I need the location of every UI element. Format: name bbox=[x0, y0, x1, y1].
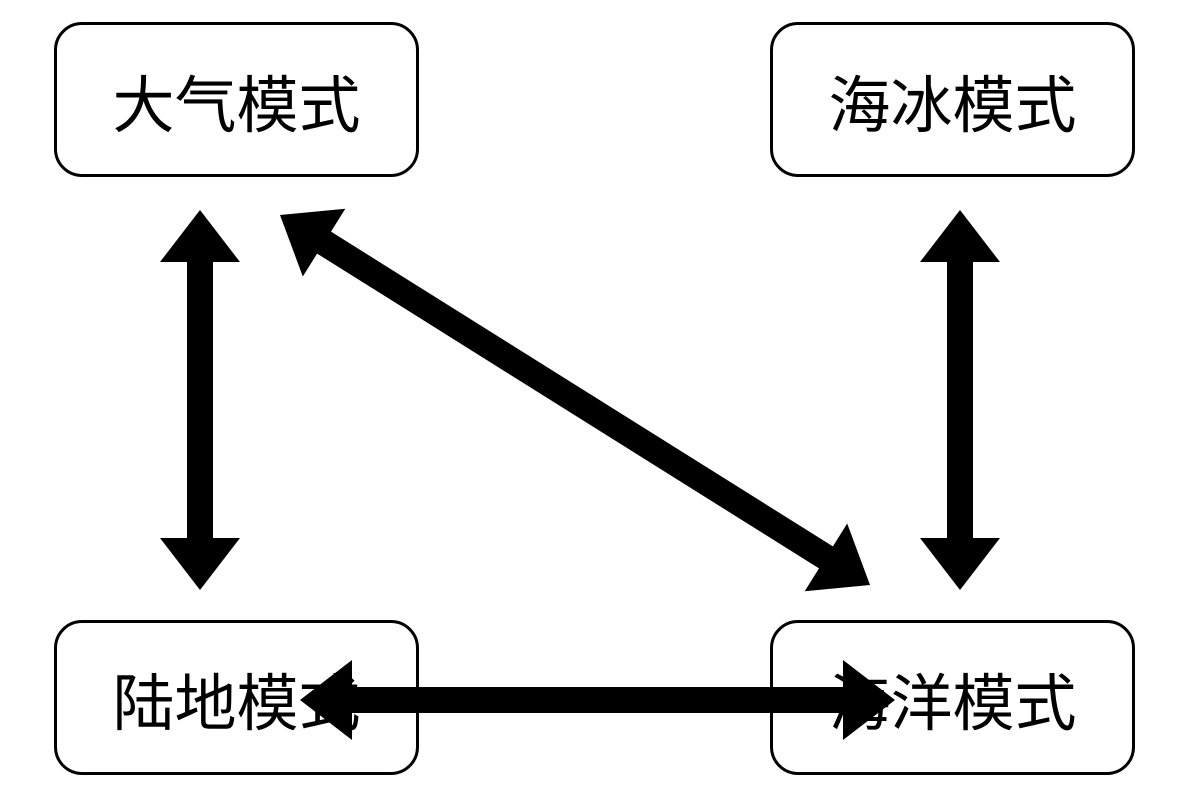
node-land-label: 陆地模式 bbox=[112, 653, 360, 743]
node-seaice-label: 海冰模式 bbox=[828, 55, 1076, 145]
node-ocean-label: 海洋模式 bbox=[828, 653, 1076, 743]
edge-seaice-ocean bbox=[920, 210, 1000, 590]
node-ocean: 海洋模式 bbox=[770, 620, 1135, 775]
edge-atmosphere-ocean bbox=[280, 209, 870, 592]
edge-atmosphere-land bbox=[160, 210, 240, 590]
node-land: 陆地模式 bbox=[54, 620, 419, 775]
node-atmosphere-label: 大气模式 bbox=[112, 55, 360, 145]
node-seaice: 海冰模式 bbox=[770, 22, 1135, 177]
node-atmosphere: 大气模式 bbox=[54, 22, 419, 177]
